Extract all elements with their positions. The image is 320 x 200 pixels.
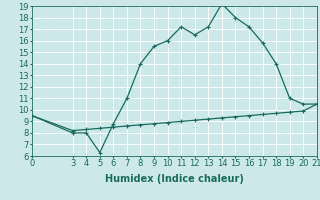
X-axis label: Humidex (Indice chaleur): Humidex (Indice chaleur) — [105, 174, 244, 184]
